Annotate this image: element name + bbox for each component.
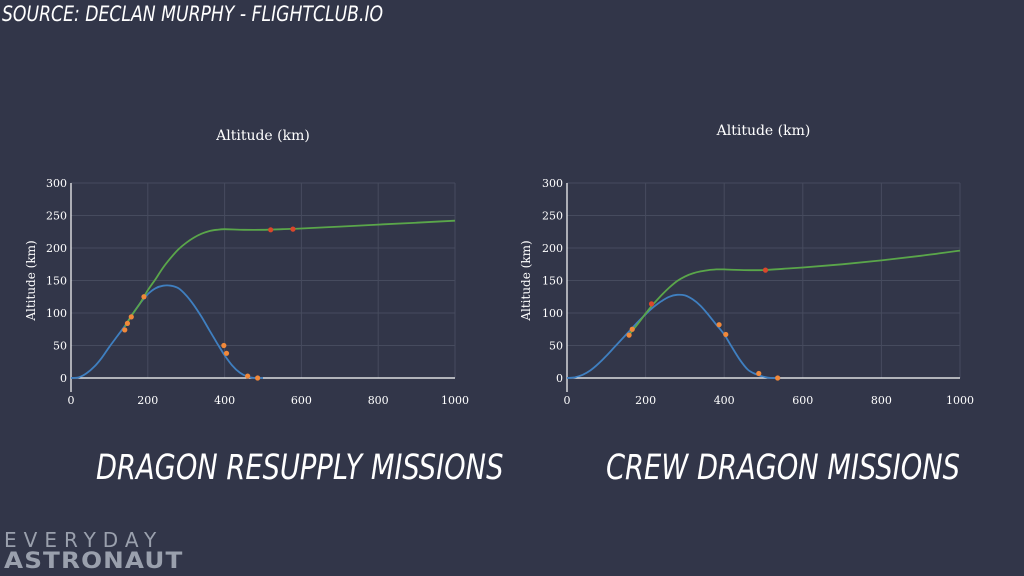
series-layer <box>566 249 961 379</box>
event-marker <box>268 227 274 233</box>
caption-resupply: DRAGON RESUPPLY MISSIONS <box>96 448 504 488</box>
event-marker <box>716 322 722 328</box>
y-tick-label: 150 <box>542 275 563 288</box>
x-tick-label: 0 <box>564 394 571 407</box>
y-tick-label: 300 <box>46 177 67 190</box>
series-line-second-stage <box>629 249 961 335</box>
x-tick-label: 400 <box>214 394 235 407</box>
axes-layer: 0 200 400 600 800 1000 0 50 100 150 200 250 300 <box>542 177 974 407</box>
series-layer <box>70 219 456 379</box>
event-marker <box>629 326 635 332</box>
everyday-astronaut-logo: EVERYDAY ASTRONAUT <box>4 528 182 574</box>
y-tick-label: 100 <box>542 307 563 320</box>
event-marker <box>723 331 729 338</box>
axes-layer: 0 200 400 600 800 1000 0 50 100 150 200 250 300 <box>46 177 469 407</box>
x-tick-label: 800 <box>368 394 389 407</box>
y-tick-label: 250 <box>46 210 67 223</box>
y-tick-label: 200 <box>46 242 67 255</box>
y-axis-label: Altitude (km) <box>24 240 38 321</box>
altitude-chart-resupply: Altitude (km) Altitude (km) 0 200 400 600 80… <box>24 128 469 407</box>
caption-crew: CREW DRAGON MISSIONS <box>606 448 960 488</box>
x-tick-label: 200 <box>635 394 656 407</box>
x-tick-label: 0 <box>68 394 75 407</box>
y-tick-label: 0 <box>60 372 67 385</box>
marker-layer <box>626 267 781 381</box>
y-tick-label: 250 <box>542 210 563 223</box>
y-tick-label: 50 <box>549 340 563 353</box>
series-line-booster <box>566 293 780 379</box>
event-marker <box>128 314 134 320</box>
x-tick-label: 600 <box>792 394 813 407</box>
x-tick-label: 800 <box>871 394 892 407</box>
y-tick-label: 100 <box>46 307 67 320</box>
y-tick-label: 0 <box>556 372 563 385</box>
altitude-chart-crew: Altitude (km) Altitude (km) 0 200 400 600 80… <box>519 123 974 407</box>
event-marker <box>626 332 632 338</box>
y-tick-label: 200 <box>542 242 563 255</box>
event-marker <box>762 267 769 273</box>
event-marker <box>223 350 230 356</box>
y-axis-label: Altitude (km) <box>519 240 533 321</box>
event-marker <box>775 375 781 381</box>
series-line-second-stage <box>124 219 456 328</box>
marker-layer <box>122 226 296 381</box>
x-tick-label: 600 <box>291 394 312 407</box>
event-marker <box>648 301 655 307</box>
y-tick-label: 150 <box>46 275 67 288</box>
x-tick-label: 1000 <box>441 394 469 407</box>
series-line-booster <box>70 284 264 379</box>
chart-title: Altitude (km) <box>716 123 811 139</box>
grid-layer <box>71 182 456 378</box>
event-marker <box>290 226 296 232</box>
grid-layer <box>567 182 961 378</box>
event-marker <box>756 370 762 377</box>
event-marker <box>122 327 128 333</box>
x-tick-label: 200 <box>137 394 158 407</box>
chart-title: Altitude (km) <box>215 128 310 144</box>
logo-bottom-text: ASTRONAUT <box>4 549 184 574</box>
logo-top-text: EVERYDAY <box>4 528 164 552</box>
event-marker <box>255 375 261 381</box>
x-tick-label: 400 <box>714 394 735 407</box>
y-tick-label: 300 <box>542 177 563 190</box>
event-marker <box>124 320 131 326</box>
source-credit: SOURCE: DECLAN MURPHY - FLIGHTCLUB.IO <box>2 2 384 26</box>
event-marker <box>221 342 227 349</box>
event-marker <box>245 373 251 379</box>
y-tick-label: 50 <box>53 340 67 353</box>
event-marker <box>141 294 147 300</box>
x-tick-label: 1000 <box>946 394 974 407</box>
